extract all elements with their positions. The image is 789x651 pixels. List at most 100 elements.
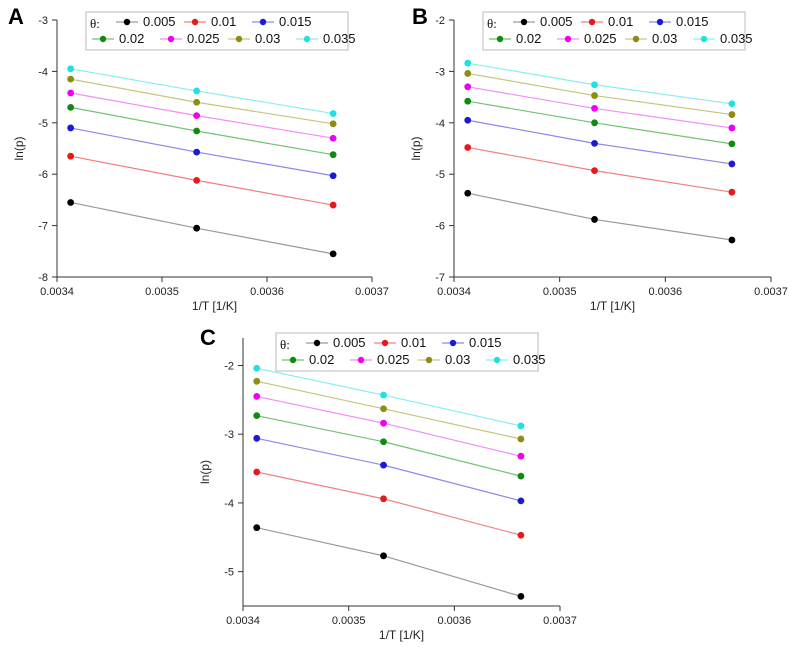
x-tick-label: 0.0036 [649, 286, 683, 298]
data-point-0.035 [380, 391, 387, 399]
series-line-0.035 [70, 68, 334, 115]
legend-label-0.005: 0.005 [333, 335, 366, 350]
x-tick-label: 0.0034 [40, 286, 74, 298]
data-point-0.035 [253, 364, 261, 372]
data-point-0.03 [464, 70, 472, 77]
data-point-0.01 [591, 167, 598, 175]
panel-letter: A [8, 4, 24, 29]
data-point-0.025 [193, 112, 201, 120]
chart-panel-c: C 0.0034 0.0035 0.0036 0.0037 -5 -4 -3 -2 1/T [1/… [198, 325, 577, 642]
y-tick-label: -3 [38, 15, 48, 27]
legend-label-0.035: 0.035 [323, 31, 356, 46]
data-point-0.01 [253, 468, 261, 476]
data-point-0.02 [380, 438, 387, 446]
legend-label-0.025: 0.025 [377, 352, 410, 367]
data-point-0.005 [253, 524, 261, 532]
legend-title: θ: [487, 16, 497, 31]
data-point-0.01 [193, 176, 201, 184]
data-point-0.005 [67, 199, 75, 206]
data-point-0.015 [329, 172, 337, 180]
data-point-0.025 [67, 89, 75, 97]
legend-marker-0.035 [493, 356, 501, 364]
legend-label-0.035: 0.035 [513, 352, 546, 367]
series-line-0.005 [70, 201, 334, 255]
x-tick-label: 0.0035 [543, 286, 577, 298]
legend-label-0.035: 0.035 [720, 31, 753, 46]
x-tick-label: 0.0037 [754, 286, 788, 298]
legend-box [275, 332, 539, 372]
data-point-0.03 [728, 111, 736, 118]
legend-marker-0.02 [99, 35, 107, 43]
x-axis-label: 1/T [1/K] [590, 299, 635, 313]
legend-label-0.005: 0.005 [540, 14, 573, 29]
data-point-0.02 [728, 140, 736, 148]
x-axis-label: 1/T [1/K] [192, 299, 237, 313]
data-point-0.03 [193, 98, 201, 106]
y-axis-label: ln(p) [12, 136, 26, 160]
y-tick-label: -3 [224, 429, 234, 441]
legend-label-0.03: 0.03 [445, 352, 470, 367]
legend-label-0.015: 0.015 [279, 14, 312, 29]
data-point-0.015 [517, 497, 525, 505]
series-line-0.02 [70, 106, 334, 156]
series-line-0.03 [70, 78, 334, 125]
legend-label-0.02: 0.02 [119, 31, 144, 46]
series-line-0.005 [467, 192, 732, 241]
y-axis-label: ln(p) [409, 136, 423, 160]
x-tick-label: 0.0035 [332, 615, 366, 627]
legend-label-0.02: 0.02 [516, 31, 541, 46]
legend-marker-0.015 [656, 18, 664, 26]
legend-marker-0.015 [449, 339, 457, 347]
x-tick-label: 0.0034 [226, 615, 260, 627]
data-point-0.025 [253, 393, 261, 400]
legend-marker-0.02 [496, 35, 504, 43]
data-point-0.025 [380, 419, 387, 427]
legend-marker-0.03 [235, 35, 243, 43]
data-point-0.015 [193, 148, 201, 156]
data-point-0.01 [380, 495, 387, 503]
data-point-0.03 [517, 435, 525, 443]
legend-label-0.01: 0.01 [401, 335, 426, 350]
series-line-0.015 [70, 127, 334, 177]
legend-marker-0.005 [123, 18, 131, 26]
legend-marker-0.01 [381, 339, 389, 347]
chart-panel-a: A 0.0034 0.0035 0.0036 0.0037 -8 -7 -6 -5 -4 -3 1/T… [8, 4, 389, 313]
data-point-0.01 [728, 188, 736, 196]
data-point-0.005 [464, 189, 472, 197]
data-point-0.025 [464, 83, 472, 91]
data-point-0.025 [329, 134, 337, 142]
y-tick-label: -7 [435, 272, 445, 284]
series-line-0.01 [70, 155, 334, 206]
data-point-0.02 [591, 119, 598, 127]
data-point-0.035 [67, 65, 75, 73]
y-tick-label: -4 [38, 66, 48, 78]
legend-marker-0.005 [313, 339, 321, 347]
series-line-0.015 [256, 437, 522, 502]
series-line-0.01 [256, 471, 522, 536]
data-point-0.03 [591, 92, 598, 99]
legend-label-0.03: 0.03 [255, 31, 280, 46]
panel-letter: C [200, 325, 216, 350]
x-tick-label: 0.0035 [145, 286, 179, 298]
data-point-0.035 [329, 110, 337, 117]
data-point-0.025 [591, 105, 598, 112]
data-point-0.015 [591, 139, 598, 147]
data-point-0.03 [67, 75, 75, 83]
data-point-0.025 [728, 124, 736, 132]
data-point-0.005 [329, 250, 337, 258]
legend-marker-0.03 [425, 356, 433, 364]
legend-label-0.015: 0.015 [469, 335, 502, 350]
legend-marker-0.01 [588, 18, 596, 26]
y-tick-label: -7 [38, 221, 48, 233]
x-tick-label: 0.0036 [438, 615, 472, 627]
y-tick-label: -6 [38, 169, 48, 181]
y-tick-label: -3 [435, 66, 445, 78]
legend-label-0.02: 0.02 [309, 352, 334, 367]
legend-title: θ: [280, 337, 290, 352]
series-line-0.035 [256, 367, 522, 427]
chart-panel-b: B 0.0034 0.0035 0.0036 0.0037 -7 -6 -5 -4 -3 -2 1/T… [409, 4, 788, 313]
x-tick-label: 0.0037 [543, 615, 577, 627]
series-line-0.035 [467, 62, 732, 105]
legend-label-0.005: 0.005 [143, 14, 176, 29]
